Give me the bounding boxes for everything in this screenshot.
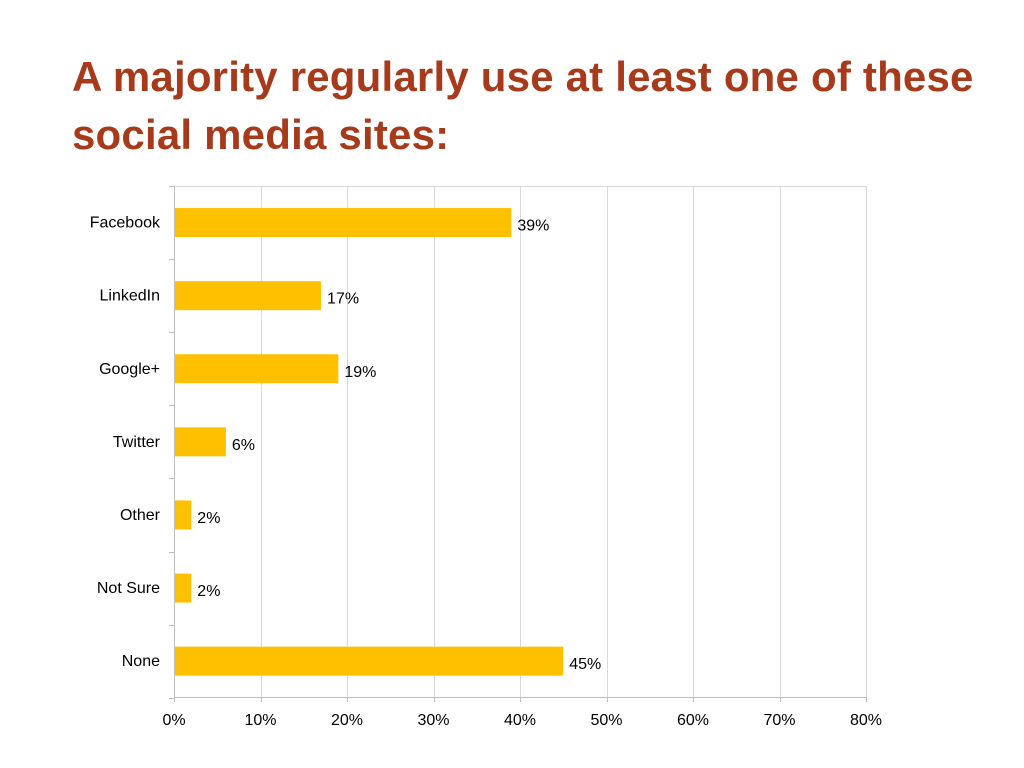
data-label: 39% [517, 218, 549, 235]
x-tick-label: 40% [504, 712, 536, 729]
category-label: Facebook [90, 215, 161, 232]
x-tick-label: 70% [763, 712, 795, 729]
category-label: None [122, 653, 160, 670]
bar-twitter [175, 427, 226, 457]
x-tick-label: 30% [417, 712, 449, 729]
data-label: 45% [569, 656, 601, 673]
x-tick-label: 20% [331, 712, 363, 729]
category-label: Not Sure [97, 580, 160, 597]
x-tick-label: 0% [162, 712, 185, 729]
data-label: 17% [327, 291, 359, 308]
bar-not-sure [175, 573, 192, 603]
x-tick-label: 60% [677, 712, 709, 729]
bar-facebook [175, 208, 512, 238]
x-tick-label: 80% [850, 712, 882, 729]
data-label: 19% [344, 364, 376, 381]
x-tick-label: 50% [590, 712, 622, 729]
data-label: 6% [232, 437, 255, 454]
category-label: Google+ [99, 361, 160, 378]
bar-none [175, 646, 564, 676]
bar-google [175, 354, 339, 384]
data-label: 2% [197, 583, 220, 600]
slide-title: A majority regularly use at least one of… [72, 53, 974, 158]
category-label: LinkedIn [100, 288, 161, 305]
data-label: 2% [197, 510, 220, 527]
bars [175, 208, 564, 676]
labels: 0% 10% 20% 30% 40% 50% 60% 70% 80% Facebook 39% Lin… [90, 215, 882, 729]
category-label: Other [120, 507, 161, 524]
chart-axes [169, 186, 867, 702]
x-tick-label: 10% [244, 712, 276, 729]
bar-other [175, 500, 192, 530]
bar-linkedin [175, 281, 322, 311]
gridlines [174, 186, 867, 697]
category-label: Twitter [113, 434, 161, 451]
